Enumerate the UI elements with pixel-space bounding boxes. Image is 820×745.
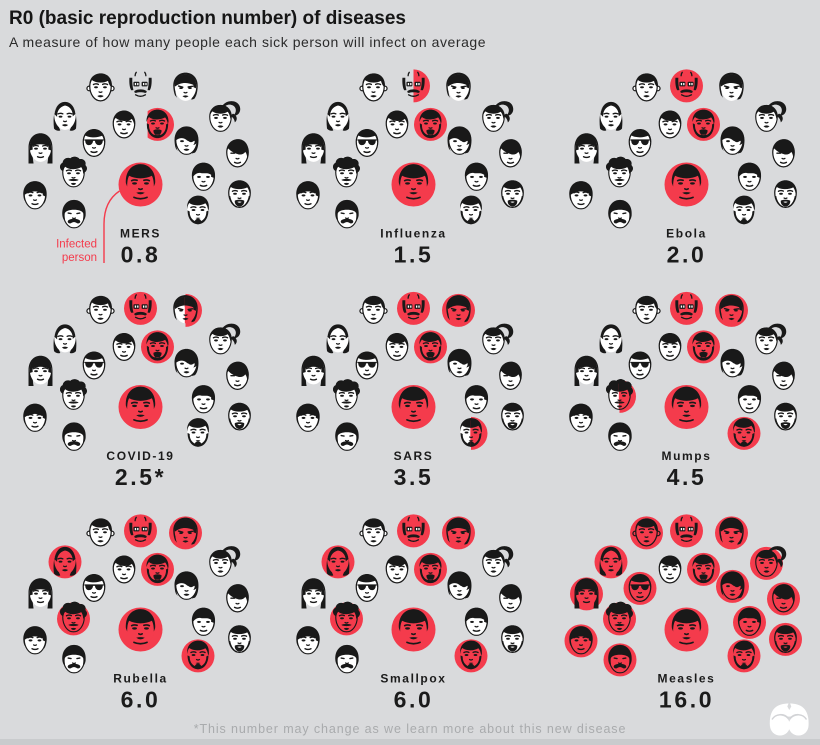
svg-text:2.5*: 2.5* bbox=[115, 464, 166, 490]
svg-text:Rubella: Rubella bbox=[113, 672, 168, 686]
svg-text:Influenza: Influenza bbox=[380, 227, 446, 241]
svg-text:16.0: 16.0 bbox=[659, 687, 714, 713]
svg-text:6.0: 6.0 bbox=[121, 687, 161, 713]
svg-text:Mumps: Mumps bbox=[662, 449, 712, 463]
svg-text:6.0: 6.0 bbox=[394, 687, 434, 713]
svg-text:2.0: 2.0 bbox=[667, 242, 707, 268]
svg-text:COVID-19: COVID-19 bbox=[106, 449, 174, 463]
svg-text:*This number may change as we: *This number may change as we learn more… bbox=[194, 722, 627, 736]
svg-text:3.5: 3.5 bbox=[394, 464, 434, 490]
svg-text:Smallpox: Smallpox bbox=[380, 672, 446, 686]
svg-text:Infected: Infected bbox=[56, 239, 97, 251]
svg-text:person: person bbox=[62, 252, 97, 264]
svg-text:1.5: 1.5 bbox=[394, 242, 434, 268]
svg-text:0.8: 0.8 bbox=[121, 242, 161, 268]
svg-text:Measles: Measles bbox=[658, 672, 716, 686]
svg-text:MERS: MERS bbox=[120, 227, 161, 241]
svg-text:4.5: 4.5 bbox=[667, 464, 707, 490]
svg-text:Ebola: Ebola bbox=[666, 227, 707, 241]
svg-text:SARS: SARS bbox=[394, 449, 434, 463]
